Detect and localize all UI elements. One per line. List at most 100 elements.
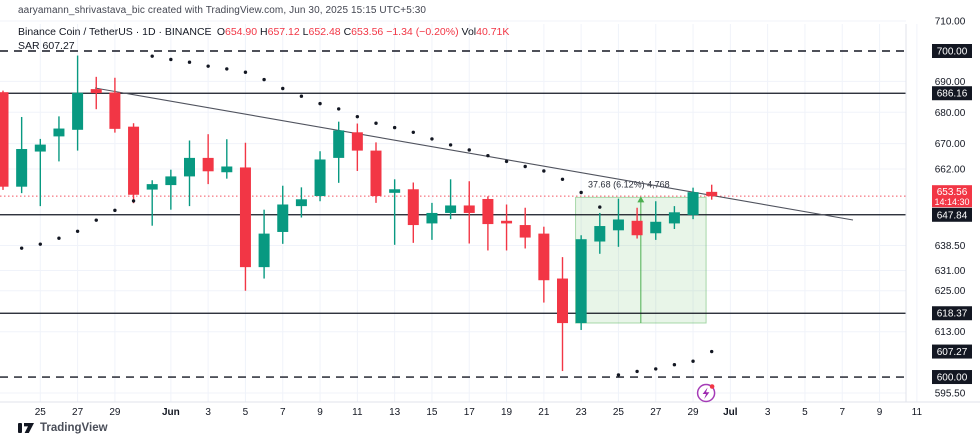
candle-body bbox=[426, 212, 438, 224]
price-badge-bg bbox=[932, 344, 972, 359]
sar-dot bbox=[281, 86, 285, 91]
candle-body bbox=[0, 92, 9, 187]
legend-sar-line[interactable]: SAR 607.27 bbox=[18, 39, 509, 53]
candle bbox=[370, 142, 382, 203]
candle-body bbox=[594, 226, 606, 242]
candle bbox=[0, 90, 9, 190]
sar-dot bbox=[19, 246, 24, 250]
sar-dot bbox=[486, 153, 490, 158]
legend-ohlc-line[interactable]: Binance Coin / TetherUS · 1D · BINANCE O… bbox=[18, 25, 509, 39]
time-tick-label: Jul bbox=[723, 407, 738, 418]
time-axis[interactable]: 25 27 29 Jun 3 5 7 9 11 13 15 17 19 21 23 25 27 29 Jul 3 5 7 9… bbox=[35, 407, 923, 418]
candle bbox=[202, 134, 214, 185]
time-tick-label: Jun bbox=[162, 407, 180, 418]
price-badge-bg bbox=[932, 306, 972, 321]
time-tick-label: 25 bbox=[613, 407, 625, 418]
time-tick-label: 29 bbox=[109, 407, 121, 418]
time-tick-label: 3 bbox=[205, 407, 211, 418]
price-badge: 607.27 bbox=[932, 344, 972, 359]
candle-body bbox=[650, 221, 662, 234]
price-tick-label: 710.00 bbox=[935, 17, 966, 28]
legend-segment: Binance Coin / TetherUS bbox=[18, 26, 133, 38]
sar-indicator bbox=[19, 54, 714, 377]
time-tick-label: 15 bbox=[426, 407, 438, 418]
candle bbox=[277, 185, 289, 244]
legend-segment: Vol bbox=[461, 26, 477, 38]
candlestick-series bbox=[0, 55, 718, 372]
legend-segment: L bbox=[302, 26, 309, 38]
candle bbox=[34, 138, 46, 207]
time-tick-label: 25 bbox=[35, 407, 47, 418]
price-tick-label: 595.50 bbox=[935, 388, 966, 399]
price-badge: 700.00 bbox=[932, 44, 972, 59]
sar-dot bbox=[187, 60, 192, 64]
candle bbox=[16, 116, 28, 194]
candle-body bbox=[146, 184, 158, 190]
legend-segment: SAR bbox=[18, 40, 43, 52]
candle bbox=[445, 179, 457, 220]
gridlines bbox=[0, 20, 918, 402]
sar-dot bbox=[598, 205, 602, 209]
time-tick-label: 13 bbox=[389, 407, 401, 418]
candle-body bbox=[295, 199, 307, 207]
candle bbox=[668, 206, 680, 229]
sar-dot bbox=[560, 177, 565, 181]
sar-dot bbox=[523, 164, 527, 169]
notification-dot bbox=[709, 384, 715, 389]
range-box-arrowhead bbox=[637, 196, 645, 203]
time-tick-label: 29 bbox=[687, 407, 699, 418]
time-tick-label: 9 bbox=[877, 407, 883, 418]
candle-body bbox=[351, 132, 363, 151]
sar-dot bbox=[38, 242, 42, 246]
sar-dot bbox=[57, 236, 61, 240]
legend-segment: O bbox=[216, 26, 225, 38]
legend-segment: 653.56 bbox=[351, 26, 387, 38]
legend-segment: H bbox=[260, 26, 268, 38]
time-tick-label: 3 bbox=[765, 407, 771, 418]
price-badge-countdown: 14:14:30 bbox=[934, 197, 969, 207]
price-badge-value: 600.00 bbox=[937, 373, 968, 384]
time-tick-label: 11 bbox=[352, 407, 363, 418]
candle-body bbox=[221, 166, 233, 173]
candle bbox=[389, 179, 401, 245]
sar-dot bbox=[635, 369, 639, 374]
candle bbox=[109, 77, 121, 133]
sar-dot bbox=[113, 208, 117, 213]
price-badge-bg bbox=[932, 207, 972, 222]
sar-dot bbox=[225, 67, 229, 71]
candle-body bbox=[538, 233, 550, 281]
candle-body bbox=[557, 278, 568, 324]
candle bbox=[650, 201, 662, 240]
legend-segment: 607.27 bbox=[42, 40, 75, 52]
legend-segment: −1.34 (−0.20%) bbox=[386, 26, 462, 38]
candle bbox=[314, 151, 326, 202]
sar-dot bbox=[75, 229, 80, 233]
price-range-tool[interactable]: 37.68 (6.12%) 4,768 bbox=[575, 179, 707, 324]
lightning-icon bbox=[702, 387, 710, 399]
replay-icon[interactable] bbox=[696, 383, 716, 403]
candle-body bbox=[239, 167, 251, 268]
candle bbox=[631, 207, 643, 239]
candle bbox=[295, 187, 307, 218]
price-badge: 618.37 bbox=[932, 306, 972, 321]
candle bbox=[575, 235, 587, 330]
price-axis[interactable]: 710.00 690.00 680.00 670.00 662.00 638.50 631.… bbox=[932, 17, 972, 400]
candle-body bbox=[184, 157, 195, 177]
price-badge-value: 686.16 bbox=[937, 89, 968, 100]
tradingview-logo[interactable]: TradingView bbox=[18, 420, 108, 435]
tradingview-logo-text: TradingView bbox=[40, 421, 108, 434]
legend-segment: 652.48 bbox=[308, 26, 344, 38]
descending-trendline[interactable] bbox=[94, 87, 854, 221]
price-tick-label: 613.00 bbox=[935, 327, 966, 338]
price-badge-value: 700.00 bbox=[937, 47, 968, 58]
sar-dot bbox=[392, 125, 397, 130]
sar-dot bbox=[206, 64, 210, 68]
candle-body bbox=[631, 220, 643, 236]
price-tick-label: 690.00 bbox=[935, 77, 966, 88]
sar-dot bbox=[504, 159, 509, 164]
candle bbox=[426, 202, 438, 240]
candle bbox=[463, 181, 475, 244]
candle bbox=[706, 184, 718, 200]
